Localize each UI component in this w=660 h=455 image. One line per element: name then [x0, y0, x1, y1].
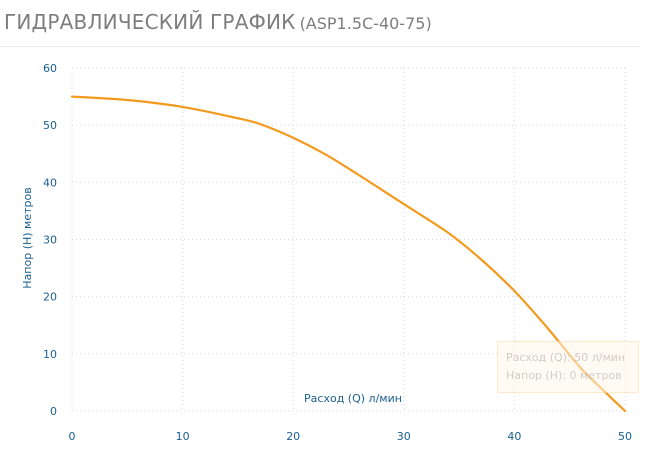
x-axis-label: Расход (Q) л/мин: [304, 392, 402, 405]
x-tick-label: 0: [69, 430, 76, 443]
x-tick-label: 40: [507, 430, 521, 443]
y-ticks: 0 10 20 30 40 50 60: [43, 62, 57, 418]
y-tick-label: 10: [43, 348, 57, 361]
chart-title-model: (ASP1.5C-40-75): [299, 14, 432, 33]
chart-title-main: ГИДРАВЛИЧЕСКИЙ ГРАФИК: [4, 10, 296, 34]
y-tick-label: 30: [43, 234, 57, 247]
x-tick-label: 20: [286, 430, 300, 443]
hover-tooltip: Расход (Q): 50 л/мин Напор (H): 0 метров: [497, 341, 639, 393]
tooltip-head: Напор (H): 0 метров: [506, 369, 622, 382]
y-tick-label: 50: [43, 119, 57, 132]
x-ticks: 0 10 20 30 40 50: [69, 430, 633, 443]
y-axis-label: Напор (H) метров: [21, 187, 34, 288]
chart-title: ГИДРАВЛИЧЕСКИЙ ГРАФИК (ASP1.5C-40-75): [4, 10, 432, 34]
tooltip-flow: Расход (Q): 50 л/мин: [506, 351, 626, 364]
y-tick-label: 20: [43, 291, 57, 304]
y-tick-label: 60: [43, 62, 57, 75]
title-divider: [0, 46, 640, 47]
x-tick-label: 10: [176, 430, 190, 443]
y-tick-label: 0: [50, 405, 57, 418]
grid-layer: [71, 67, 626, 412]
y-tick-label: 40: [43, 176, 57, 189]
x-tick-label: 30: [397, 430, 411, 443]
x-tick-label: 50: [618, 430, 632, 443]
